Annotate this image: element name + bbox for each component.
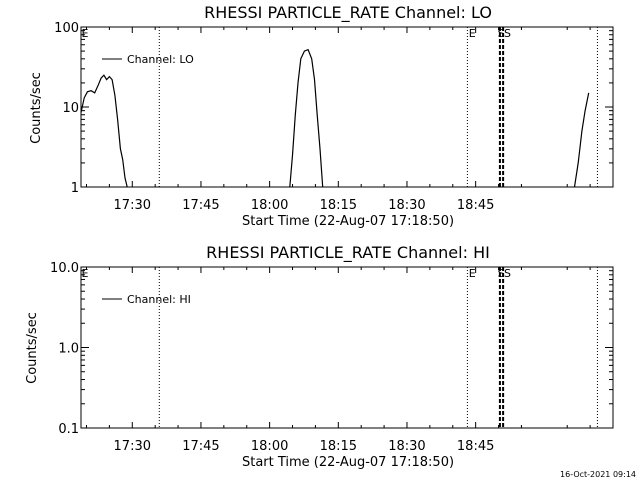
time-marker-label: E xyxy=(81,267,88,280)
x-tick-label: 18:15 xyxy=(320,439,357,454)
panel-hi-xlabel: Start Time (22-Aug-07 17:18:50) xyxy=(242,455,454,470)
x-tick-label: 17:45 xyxy=(182,198,219,213)
panel-hi-title: RHESSI PARTICLE_RATE Channel: HI xyxy=(206,243,490,263)
x-tick-label: 17:30 xyxy=(114,439,151,454)
time-marker-label: S xyxy=(498,267,505,280)
time-marker-label: S xyxy=(504,27,511,40)
y-tick-label: 1 xyxy=(71,181,79,196)
legend-label: Channel: HI xyxy=(127,293,191,306)
x-tick-label: 18:30 xyxy=(388,439,425,454)
y-tick-label: 1.0 xyxy=(58,342,79,357)
panel-lo-title: RHESSI PARTICLE_RATE Channel: LO xyxy=(204,3,492,23)
plot-frame xyxy=(80,266,614,429)
time-marker-label: E xyxy=(469,27,476,40)
x-tick-label: 17:30 xyxy=(114,198,151,213)
y-tick-label: 100 xyxy=(54,21,79,36)
time-marker-label: E xyxy=(469,267,476,280)
series-line xyxy=(573,92,590,188)
x-tick-label: 18:15 xyxy=(320,198,357,213)
x-tick-label: 18:45 xyxy=(457,439,494,454)
y-tick-label: 10 xyxy=(62,101,79,116)
legend-label: Channel: LO xyxy=(127,53,194,66)
panel-lo-xlabel: Start Time (22-Aug-07 17:18:50) xyxy=(242,214,454,229)
time-marker-label: E xyxy=(81,27,88,40)
panel-lo: RHESSI PARTICLE_RATE Channel: LO Start T… xyxy=(29,3,614,229)
series-line xyxy=(80,74,128,188)
time-marker-label: S xyxy=(504,267,511,280)
x-tick-label: 18:30 xyxy=(388,198,425,213)
footer-timestamp: 16-Oct-2021 09:14 xyxy=(560,470,636,479)
panel-hi-ylabel: Counts/sec xyxy=(25,312,40,384)
panel-lo-ylabel: Counts/sec xyxy=(29,72,44,144)
panel-hi: RHESSI PARTICLE_RATE Channel: HI Start T… xyxy=(25,243,614,470)
time-marker-label: S xyxy=(498,27,505,40)
y-tick-label: 0.1 xyxy=(58,422,79,437)
y-tick-label: 10.0 xyxy=(50,261,79,276)
x-tick-label: 18:00 xyxy=(251,439,288,454)
x-tick-label: 17:45 xyxy=(182,439,219,454)
series-line xyxy=(289,48,324,188)
x-tick-label: 18:45 xyxy=(457,198,494,213)
plot-frame xyxy=(80,26,614,188)
x-tick-label: 18:00 xyxy=(251,198,288,213)
